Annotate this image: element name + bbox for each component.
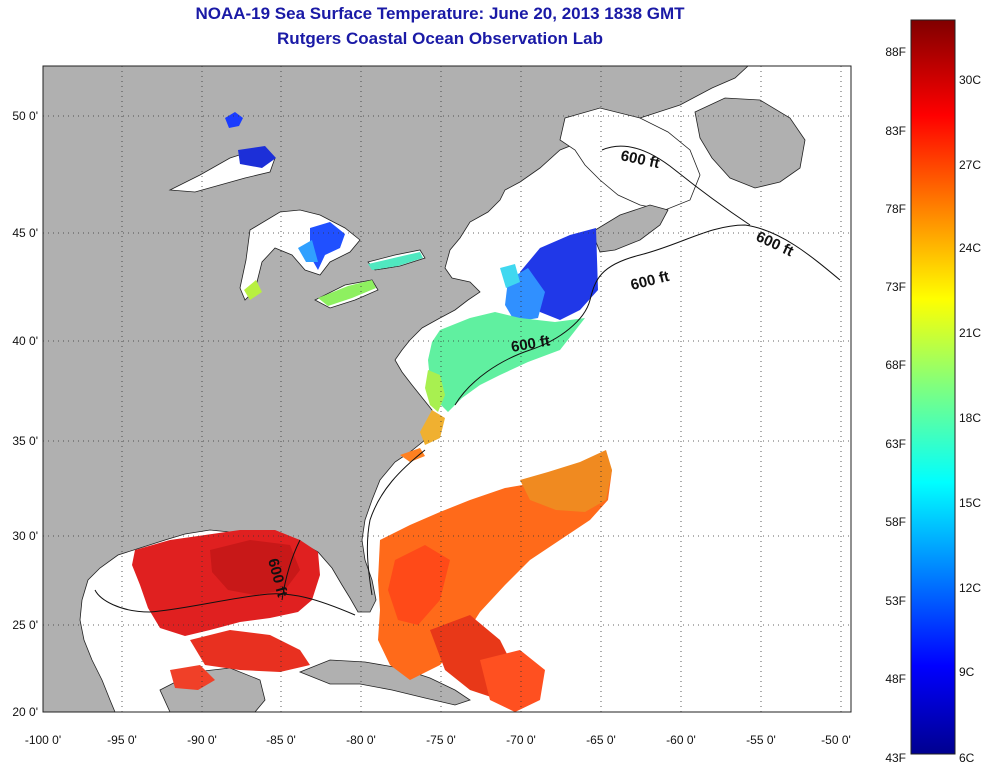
latitude-tick-label: 40 0'	[12, 334, 38, 348]
sst-gulf-of-mexico	[132, 530, 320, 690]
colorbar-fahrenheit-label: 73F	[885, 280, 906, 294]
longitude-tick-label: -65 0'	[586, 733, 616, 747]
colorbar-fahrenheit-label: 58F	[885, 515, 906, 529]
latitude-tick-label: 35 0'	[12, 434, 38, 448]
longitude-tick-label: -85 0'	[266, 733, 296, 747]
longitude-tick-label: -95 0'	[107, 733, 137, 747]
longitude-tick-label: -100 0'	[25, 733, 61, 747]
colorbar-fahrenheit-label: 43F	[885, 751, 906, 765]
map-subtitle: Rutgers Coastal Ocean Observation Lab	[277, 29, 603, 48]
colorbar-celsius-label: 6C	[959, 751, 975, 765]
colorbar-celsius-label: 18C	[959, 411, 981, 425]
plot-frame	[42, 65, 852, 713]
sst-mid-atlantic-shelf	[400, 312, 585, 462]
colorbar-celsius-label: 9C	[959, 665, 975, 679]
colorbar-labels: 88F 83F 78F 73F 68F 63F 58F 53F 48F 43F 30C 27C 24C 2…	[885, 45, 981, 765]
colorbar-celsius-label: 24C	[959, 241, 981, 255]
longitude-tick-label: -50 0'	[821, 733, 851, 747]
longitude-tick-label: -70 0'	[506, 733, 536, 747]
colorbar-fahrenheit-label: 53F	[885, 594, 906, 608]
sst-gulf-of-maine	[500, 228, 598, 322]
sst-great-lakes	[225, 112, 423, 306]
colorbar	[910, 19, 956, 755]
isobath-600ft	[94, 145, 841, 616]
sst-sargasso-sea	[378, 450, 612, 712]
colorbar-fahrenheit-label: 83F	[885, 124, 906, 138]
colorbar-fahrenheit-label: 63F	[885, 437, 906, 451]
map-title: NOAA-19 Sea Surface Temperature: June 20…	[195, 4, 685, 23]
longitude-tick-label: -60 0'	[666, 733, 696, 747]
longitude-tick-label: -75 0'	[426, 733, 456, 747]
longitude-tick-label: -90 0'	[187, 733, 217, 747]
latitude-tick-label: 20 0'	[12, 705, 38, 719]
nova-scotia-land	[591, 204, 669, 253]
latitude-tick-labels: 50 0' 45 0' 40 0' 35 0' 30 0' 25 0' 20 0'	[12, 109, 38, 719]
colorbar-celsius-label: 21C	[959, 326, 981, 340]
longitude-tick-labels: -100 0' -95 0' -90 0' -85 0' -80 0' -75 0' -70…	[25, 733, 851, 747]
colorbar-fahrenheit-label: 48F	[885, 672, 906, 686]
cuba-land	[298, 659, 471, 706]
latitude-tick-label: 50 0'	[12, 109, 38, 123]
longitude-tick-label: -55 0'	[746, 733, 776, 747]
colorbar-celsius-label: 15C	[959, 496, 981, 510]
colorbar-fahrenheit-label: 68F	[885, 358, 906, 372]
colorbar-fahrenheit-label: 88F	[885, 45, 906, 59]
isobath-label: 600 ft	[510, 332, 552, 356]
colorbar-fahrenheit-label: 78F	[885, 202, 906, 216]
colorbar-celsius-label: 27C	[959, 158, 981, 172]
latitude-tick-label: 30 0'	[12, 529, 38, 543]
colorbar-celsius-label: 30C	[959, 73, 981, 87]
latitude-tick-label: 45 0'	[12, 226, 38, 240]
longitude-tick-label: -80 0'	[346, 733, 376, 747]
colorbar-celsius-label: 12C	[959, 581, 981, 595]
latitude-tick-label: 25 0'	[12, 618, 38, 632]
newfoundland-land	[694, 97, 806, 189]
